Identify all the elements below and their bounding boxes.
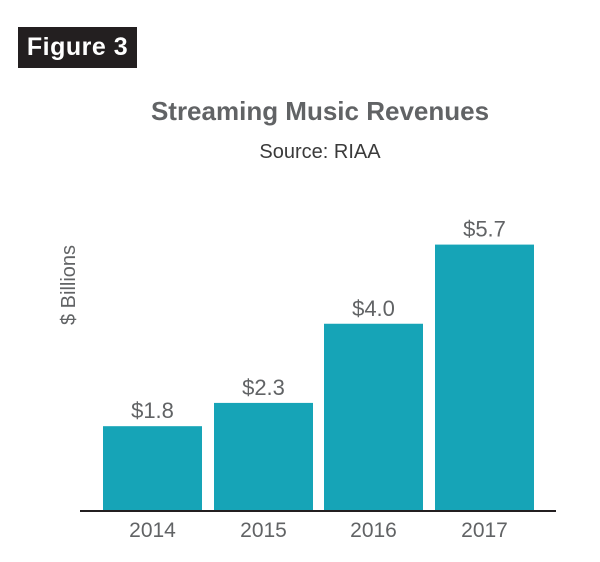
x-tick-label-2014: 2014 bbox=[129, 519, 176, 542]
value-label-2015: $2.3 bbox=[242, 375, 285, 400]
x-tick-label-2017: 2017 bbox=[461, 519, 508, 542]
x-tick-labels-group: 2014 2015 2016 2017 bbox=[129, 519, 508, 542]
y-axis-label: $ Billions bbox=[58, 245, 80, 325]
chart-title: Streaming Music Revenues bbox=[150, 96, 490, 126]
x-tick-label-2015: 2015 bbox=[240, 519, 287, 542]
value-labels-group: $1.8 $2.3 $4.0 $5.7 bbox=[131, 217, 506, 424]
x-tick-label-2016: 2016 bbox=[350, 519, 397, 542]
figure-label: Figure 3 bbox=[18, 27, 137, 68]
bar-2016 bbox=[324, 323, 423, 510]
value-label-2016: $4.0 bbox=[352, 296, 395, 321]
bar-2017 bbox=[435, 244, 534, 510]
chart-subtitle: Source: RIAA bbox=[259, 141, 381, 163]
value-label-2017: $5.7 bbox=[463, 217, 506, 242]
value-label-2014: $1.8 bbox=[131, 398, 174, 423]
bar-2014 bbox=[103, 426, 202, 510]
bar-2015 bbox=[214, 402, 313, 510]
bars-group bbox=[103, 244, 534, 510]
